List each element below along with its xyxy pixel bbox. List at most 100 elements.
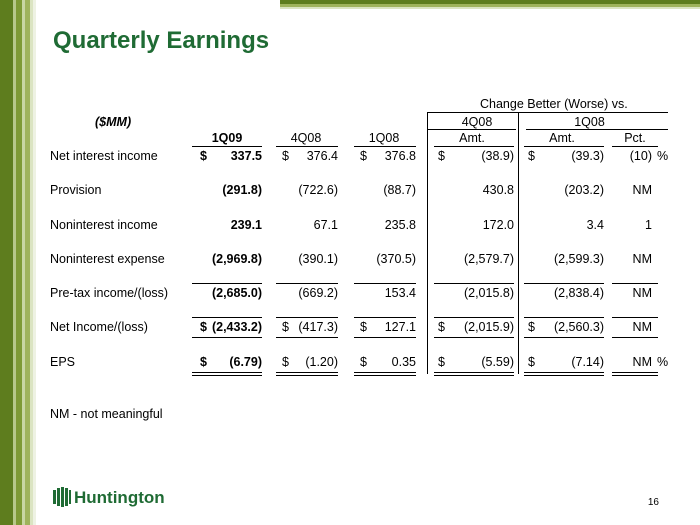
row-label: EPS [50, 355, 76, 369]
double-rule-bottom [192, 375, 262, 376]
total-rule [612, 337, 658, 338]
subtotal-rule [612, 317, 658, 318]
pct-cell: NM [632, 252, 652, 266]
row-label: Net interest income [50, 149, 158, 163]
value-cell: 67.1 [313, 218, 338, 232]
subtotal-rule [524, 283, 604, 284]
row-label: Noninterest expense [50, 252, 165, 266]
currency-sign: $ [282, 320, 289, 334]
currency-sign: $ [360, 355, 367, 369]
top-stripe-1 [280, 0, 700, 4]
units-label: ($MM) [95, 115, 132, 129]
header-rule-change [428, 112, 668, 113]
double-rule-bottom [612, 375, 658, 376]
subtotal-rule [354, 283, 416, 284]
value-cell: 153.4 [384, 286, 416, 300]
double-rule-bottom [434, 375, 514, 376]
value-cell: 430.8 [482, 183, 514, 197]
double-rule-bottom [276, 375, 338, 376]
left-stripe-2 [13, 0, 16, 525]
value-cell: (2,015.9) [463, 320, 514, 334]
value-cell: (2,579.7) [463, 252, 514, 266]
value-cell: (291.8) [222, 183, 262, 197]
subtotal-rule [192, 317, 262, 318]
value-cell: (370.5) [376, 252, 416, 266]
currency-sign: $ [282, 355, 289, 369]
currency-sign: $ [438, 149, 445, 163]
double-rule-top [434, 372, 514, 373]
left-stripe-3 [16, 0, 22, 525]
double-rule-top [612, 372, 658, 373]
header-rule-1q08 [526, 129, 668, 130]
subtotal-rule [354, 317, 416, 318]
value-cell: (5.59) [481, 355, 514, 369]
col-header-4q08-amt: Amt. [459, 131, 485, 145]
left-stripe-6 [30, 0, 33, 525]
currency-sign: $ [360, 149, 367, 163]
double-rule-bottom [354, 375, 416, 376]
row-label: Net Income/(loss) [50, 320, 148, 334]
value-cell: 239.1 [230, 218, 262, 232]
col-rule-pct [612, 146, 658, 147]
value-cell: (390.1) [298, 252, 338, 266]
double-rule-top [276, 372, 338, 373]
value-cell: 127.1 [384, 320, 416, 334]
subtotal-rule [434, 317, 514, 318]
left-stripe-1 [0, 0, 13, 525]
value-cell: 337.5 [230, 149, 262, 163]
row-label: Noninterest income [50, 218, 158, 232]
footnote: NM - not meaningful [50, 407, 163, 421]
value-cell: 0.35 [391, 355, 416, 369]
total-rule [192, 337, 262, 338]
total-rule [354, 337, 416, 338]
group-header-1q08: 1Q08 [574, 115, 605, 129]
page-title: Quarterly Earnings [53, 27, 270, 54]
col-header-1q09: 1Q09 [211, 131, 243, 145]
value-cell: (6.79) [229, 355, 262, 369]
subtotal-rule [524, 317, 604, 318]
value-cell: (2,685.0) [211, 286, 262, 300]
col-rule-amt2 [524, 146, 604, 147]
currency-sign: $ [528, 149, 535, 163]
total-rule [434, 337, 514, 338]
left-stripe-5 [25, 0, 30, 525]
value-cell: (38.9) [481, 149, 514, 163]
currency-sign: $ [528, 320, 535, 334]
pct-suffix: % [657, 149, 669, 163]
value-cell: (39.3) [571, 149, 604, 163]
row-label: Provision [50, 183, 102, 197]
logo-text: Huntington [74, 488, 165, 507]
value-cell: (2,969.8) [211, 252, 262, 266]
currency-sign: $ [282, 149, 289, 163]
col-rule-1q09 [192, 146, 262, 147]
huntington-logo: Huntington [53, 487, 165, 512]
left-stripe-4 [22, 0, 25, 525]
currency-sign: $ [200, 355, 207, 369]
total-rule [276, 337, 338, 338]
value-cell: 376.8 [384, 149, 416, 163]
huntington-logo-icon [53, 487, 71, 507]
double-rule-top [192, 372, 262, 373]
col-rule-1q08 [354, 146, 416, 147]
value-cell: (2,599.3) [553, 252, 604, 266]
currency-sign: $ [438, 320, 445, 334]
col-header-1q08: 1Q08 [368, 131, 400, 145]
group-header-4q08: 4Q08 [461, 115, 493, 129]
pct-cell: NM [632, 355, 652, 369]
double-rule-bottom [524, 375, 604, 376]
subtotal-rule [434, 283, 514, 284]
value-cell: 235.8 [384, 218, 416, 232]
col-header-1q08-amt: Amt. [549, 131, 575, 145]
currency-sign: $ [200, 149, 207, 163]
divider-left [427, 112, 428, 374]
divider-mid [518, 112, 519, 374]
currency-sign: $ [360, 320, 367, 334]
value-cell: (7.14) [571, 355, 604, 369]
value-cell: 172.0 [482, 218, 514, 232]
value-cell: (1.20) [305, 355, 338, 369]
value-cell: (2,015.8) [463, 286, 514, 300]
value-cell: (2,433.2) [211, 320, 262, 334]
col-header-pct: Pct. [624, 131, 646, 145]
subtotal-rule [276, 317, 338, 318]
left-stripe-7 [33, 0, 36, 525]
